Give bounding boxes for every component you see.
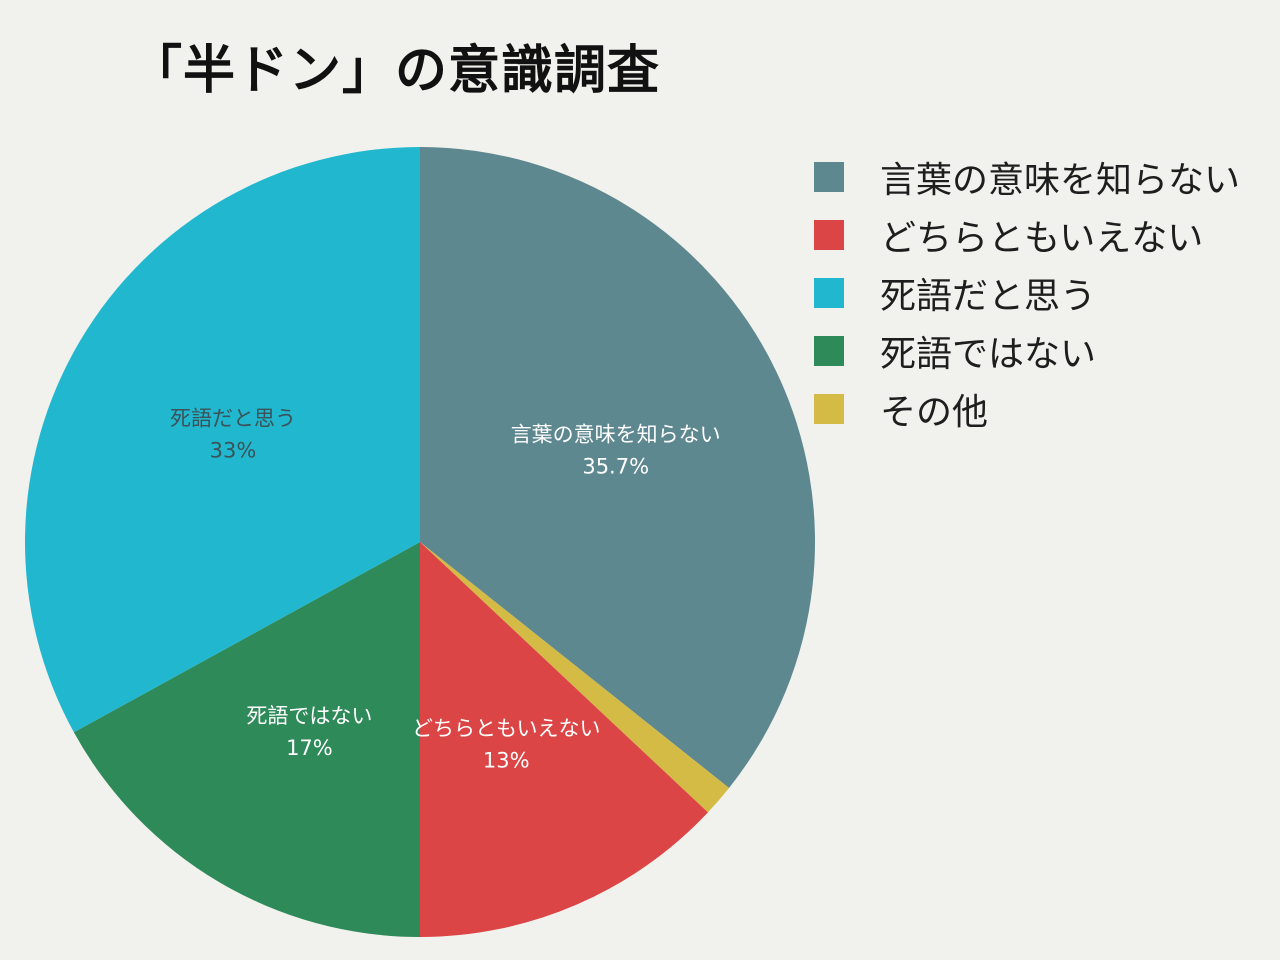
pie-slice-4 (73, 542, 421, 937)
legend-item: どちらともいえない (814, 206, 1240, 264)
legend-item: その他 (814, 380, 1240, 438)
pie-slice-1 (420, 147, 815, 789)
legend-label: 言葉の意味を知らない (880, 160, 1241, 201)
legend-swatch (814, 162, 844, 192)
legend-item: 言葉の意味を知らない (814, 148, 1240, 206)
legend-label: 死語ではない (880, 334, 1097, 375)
pie-slice-labels: 言葉の意味を知らない 35.7% どちらともいえない 13% 死語ではない 17% 死語だと… (170, 406, 721, 772)
pie-slice-5 (24, 147, 421, 733)
chart-title: 「半ドン」の意識調査 (130, 41, 661, 101)
legend-swatch (814, 278, 844, 308)
pie-slice-3 (420, 542, 708, 937)
slice-label-4: 死語ではない (246, 704, 372, 728)
legend-label: その他 (880, 392, 989, 433)
slice-value-4: 17% (286, 736, 333, 760)
legend-item: 死語ではない (814, 322, 1240, 380)
legend-swatch (814, 336, 844, 366)
legend: 言葉の意味を知らない どちらともいえない 死語だと思う 死語ではない その他 (814, 148, 1240, 438)
pie-slices (24, 147, 815, 937)
pie-slice-2 (420, 542, 730, 813)
slice-label-3: どちらともいえない (412, 716, 601, 740)
slice-value-5: 33% (210, 438, 257, 462)
slice-value-3: 13% (483, 748, 530, 772)
slice-label-1: 言葉の意味を知らない (511, 423, 721, 447)
slice-label-5: 死語だと思う (170, 406, 296, 430)
legend-swatch (814, 220, 844, 250)
legend-label: 死語だと思う (880, 276, 1097, 317)
legend-item: 死語だと思う (814, 264, 1240, 322)
pie-chart: 言葉の意味を知らない 35.7% どちらともいえない 13% 死語ではない 17% 死語だと… (24, 147, 815, 937)
legend-swatch (814, 394, 844, 424)
legend-label: どちらともいえない (880, 218, 1204, 259)
slice-value-1: 35.7% (582, 455, 649, 479)
